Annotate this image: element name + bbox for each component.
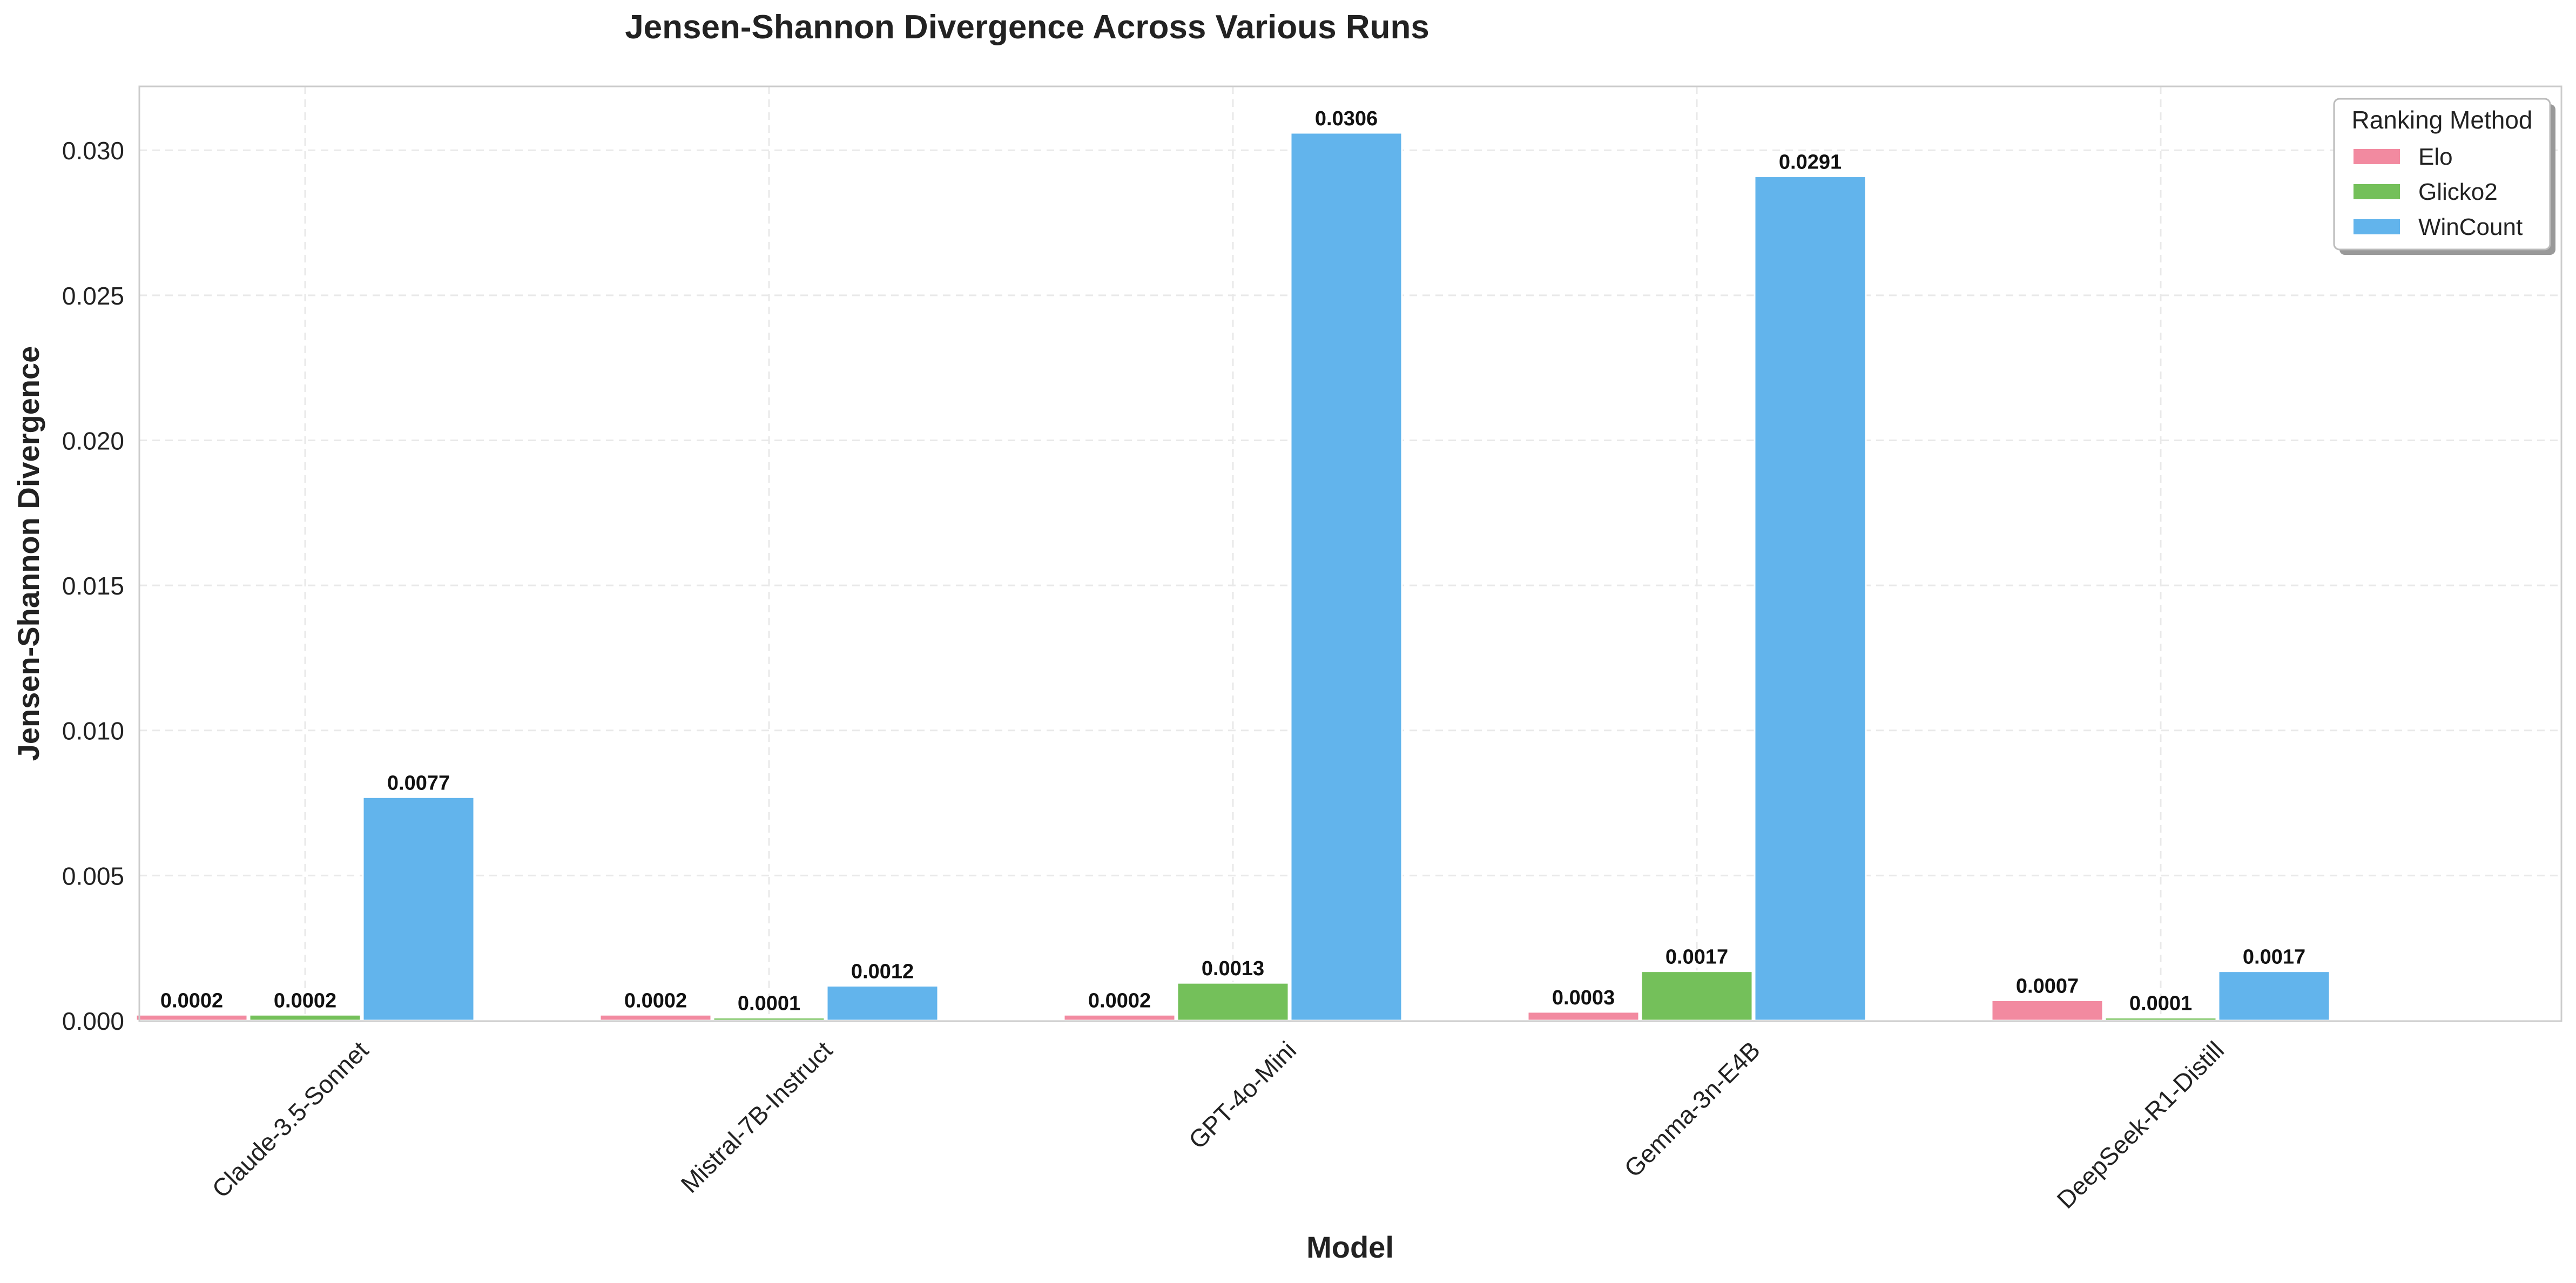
bar-value-label: 0.0002	[274, 989, 336, 1012]
y-tick-label: 0.005	[62, 862, 124, 890]
bar-value-label: 0.0012	[851, 961, 914, 983]
y-axis-label: Jensen-Shannon Divergence	[11, 346, 45, 761]
chart-title: Jensen-Shannon Divergence Across Various…	[625, 9, 1429, 46]
bar-value-label: 0.0017	[1665, 946, 1728, 969]
legend-swatch-wincount	[2354, 219, 2400, 234]
legend: Ranking Method Elo Glicko2 WinCount	[2333, 98, 2555, 255]
bar-elo-2	[599, 1014, 712, 1022]
bar-value-label: 0.0002	[160, 989, 223, 1012]
y-tick-label: 0.015	[62, 572, 124, 600]
y-tick-label: 0.010	[62, 717, 124, 745]
bar-value-labels: 0.0002 0.0002 0.0077 0.0002 0.0001 0.0012 0.00…	[160, 107, 2305, 1015]
legend-swatch-elo	[2354, 149, 2400, 164]
bar-glicko2-3	[1176, 982, 1290, 1022]
y-tick-label: 0.000	[62, 1007, 124, 1035]
legend-label-wincount: WinCount	[2418, 214, 2523, 240]
bar-wincount-2	[826, 985, 939, 1022]
legend-label-elo: Elo	[2418, 144, 2453, 170]
bar-wincount-5	[2217, 970, 2331, 1022]
bar-value-label: 0.0002	[624, 989, 687, 1012]
legend-items: Elo Glicko2 WinCount	[2354, 144, 2523, 240]
bars	[135, 132, 2331, 1022]
bar-value-label: 0.0013	[1202, 957, 1264, 980]
bar-value-label: 0.0002	[1088, 989, 1151, 1012]
y-tick-label: 0.025	[62, 282, 124, 310]
bar-value-label: 0.0003	[1552, 987, 1615, 1009]
bar-value-label: 0.0017	[2243, 946, 2305, 969]
bar-wincount-3	[1290, 132, 1403, 1022]
bar-value-label: 0.0001	[2129, 992, 2192, 1015]
bar-value-label: 0.0007	[2016, 975, 2079, 997]
bar-elo-4	[1527, 1011, 1640, 1022]
bar-wincount-4	[1754, 175, 1867, 1022]
x-axis-label: Model	[1306, 1230, 1394, 1264]
y-tick-label: 0.030	[62, 137, 124, 165]
bar-elo-1	[135, 1014, 248, 1022]
bar-value-label: 0.0077	[387, 772, 450, 794]
bar-wincount-1	[362, 796, 475, 1022]
plot-frame	[138, 85, 2562, 1022]
legend-swatch-glicko2	[2354, 184, 2400, 199]
y-axis-ticks: 0.000 0.005 0.010 0.015 0.020 0.025 0.030	[62, 137, 124, 1035]
bar-glicko2-1	[248, 1014, 362, 1022]
legend-title: Ranking Method	[2352, 106, 2533, 134]
bar-value-label: 0.0291	[1779, 151, 1842, 174]
bar-value-label: 0.0306	[1315, 107, 1378, 130]
legend-label-glicko2: Glicko2	[2418, 179, 2498, 205]
bar-glicko2-4	[1640, 970, 1754, 1022]
bar-elo-3	[1063, 1014, 1176, 1022]
bar-glicko2-5	[2104, 1017, 2217, 1022]
y-tick-label: 0.020	[62, 427, 124, 455]
bar-elo-5	[1991, 999, 2104, 1022]
legend-box	[2333, 98, 2551, 251]
bar-glicko2-2	[712, 1017, 826, 1022]
bar-value-label: 0.0001	[738, 992, 800, 1015]
